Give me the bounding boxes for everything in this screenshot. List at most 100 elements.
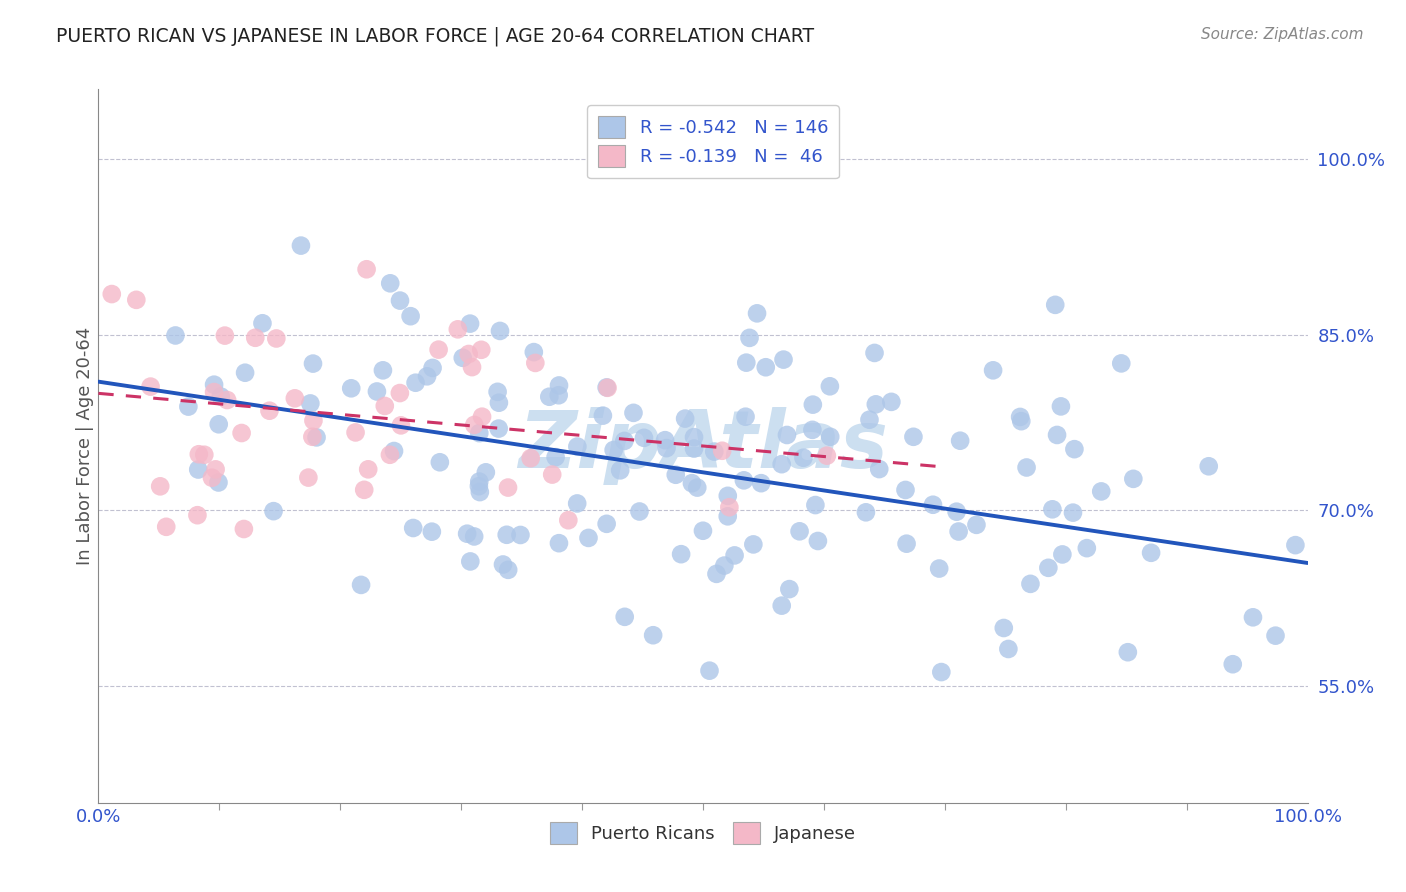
Point <box>475 466 498 480</box>
Point <box>755 360 778 375</box>
Point <box>1062 506 1084 520</box>
Point <box>778 582 800 596</box>
Point <box>208 417 231 432</box>
Point <box>699 664 721 678</box>
Point <box>880 395 903 409</box>
Point <box>371 363 394 377</box>
Point <box>378 448 401 462</box>
Point <box>1050 400 1073 414</box>
Point <box>928 561 950 575</box>
Point <box>628 504 651 518</box>
Point <box>673 411 696 425</box>
Point <box>374 399 396 413</box>
Point <box>717 509 740 524</box>
Point <box>557 513 579 527</box>
Point <box>686 481 709 495</box>
Point <box>186 508 208 523</box>
Point <box>284 392 307 406</box>
Point <box>718 500 741 515</box>
Point <box>742 537 765 551</box>
Point <box>948 524 970 539</box>
Point <box>232 522 254 536</box>
Point <box>609 463 631 477</box>
Point <box>233 366 256 380</box>
Point <box>681 476 703 491</box>
Point <box>711 443 734 458</box>
Point <box>523 345 546 359</box>
Point <box>997 642 1019 657</box>
Point <box>461 360 484 375</box>
Point <box>548 536 571 550</box>
Point <box>703 444 725 458</box>
Point <box>613 434 636 448</box>
Point <box>422 360 444 375</box>
Point <box>578 531 600 545</box>
Point <box>468 426 491 441</box>
Point <box>458 317 481 331</box>
Point <box>1264 629 1286 643</box>
Point <box>471 409 494 424</box>
Point <box>538 390 561 404</box>
Point <box>858 413 880 427</box>
Point <box>894 483 917 497</box>
Point <box>683 442 706 456</box>
Point <box>592 409 614 423</box>
Point <box>733 473 755 487</box>
Point <box>1010 409 1032 424</box>
Point <box>297 470 319 484</box>
Y-axis label: In Labor Force | Age 20-64: In Labor Force | Age 20-64 <box>76 326 94 566</box>
Point <box>460 554 482 568</box>
Point <box>302 414 325 428</box>
Point <box>305 430 328 444</box>
Point <box>654 433 676 447</box>
Point <box>1198 459 1220 474</box>
Point <box>865 397 887 411</box>
Point <box>613 610 636 624</box>
Point <box>1122 472 1144 486</box>
Point <box>772 352 794 367</box>
Point <box>155 520 177 534</box>
Point <box>302 357 325 371</box>
Point <box>745 306 768 320</box>
Point <box>903 430 925 444</box>
Point <box>366 384 388 399</box>
Point <box>807 533 830 548</box>
Point <box>655 441 678 455</box>
Point <box>204 462 226 476</box>
Point <box>1076 541 1098 556</box>
Point <box>486 384 509 399</box>
Point <box>149 479 172 493</box>
Point <box>187 447 209 461</box>
Point <box>217 392 239 407</box>
Point <box>344 425 367 440</box>
Point <box>1241 610 1264 624</box>
Point <box>245 331 267 345</box>
Point <box>818 430 841 444</box>
Point <box>633 431 655 445</box>
Point <box>792 450 814 465</box>
Point <box>1019 577 1042 591</box>
Point <box>488 421 510 435</box>
Point <box>201 471 224 485</box>
Point <box>602 442 624 457</box>
Point <box>692 524 714 538</box>
Point <box>193 448 215 462</box>
Point <box>263 504 285 518</box>
Point <box>770 457 793 471</box>
Point <box>1222 657 1244 672</box>
Point <box>776 428 799 442</box>
Point <box>1063 442 1085 457</box>
Point <box>548 378 571 392</box>
Point <box>470 343 492 357</box>
Point <box>669 547 692 561</box>
Point <box>457 347 479 361</box>
Point <box>1038 561 1060 575</box>
Point <box>468 479 491 493</box>
Text: PUERTO RICAN VS JAPANESE IN LABOR FORCE | AGE 20-64 CORRELATION CHART: PUERTO RICAN VS JAPANESE IN LABOR FORCE … <box>56 27 814 46</box>
Point <box>595 516 617 531</box>
Point <box>139 379 162 393</box>
Legend: Puerto Ricans, Japanese: Puerto Ricans, Japanese <box>543 814 863 851</box>
Point <box>1052 548 1074 562</box>
Point <box>1109 356 1132 370</box>
Point <box>749 476 772 491</box>
